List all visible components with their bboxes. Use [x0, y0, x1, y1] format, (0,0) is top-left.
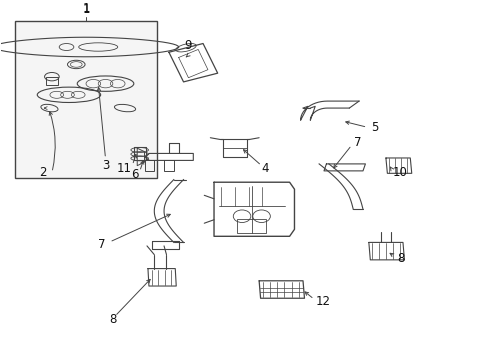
Bar — [46, 77, 58, 85]
Text: 1: 1 — [82, 3, 90, 15]
Text: 11: 11 — [116, 162, 131, 175]
Text: 7: 7 — [353, 136, 361, 149]
Text: 8: 8 — [109, 313, 116, 326]
Text: 10: 10 — [391, 166, 407, 179]
Text: 7: 7 — [98, 238, 105, 251]
Bar — [15, 21, 157, 178]
Text: 9: 9 — [184, 39, 192, 52]
Text: 6: 6 — [130, 168, 138, 181]
Bar — [144, 161, 154, 171]
Text: 8: 8 — [396, 252, 404, 265]
Text: 3: 3 — [102, 159, 109, 172]
Bar — [163, 161, 173, 171]
Text: 12: 12 — [315, 295, 329, 308]
Bar — [237, 219, 266, 233]
Text: 2: 2 — [40, 166, 47, 179]
Text: 1: 1 — [82, 1, 90, 14]
Text: 4: 4 — [261, 162, 268, 175]
Text: 5: 5 — [370, 121, 378, 134]
